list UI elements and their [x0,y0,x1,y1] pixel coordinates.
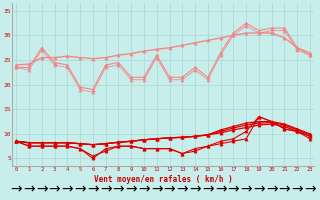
X-axis label: Vent moyen/en rafales ( km/h ): Vent moyen/en rafales ( km/h ) [94,175,233,184]
